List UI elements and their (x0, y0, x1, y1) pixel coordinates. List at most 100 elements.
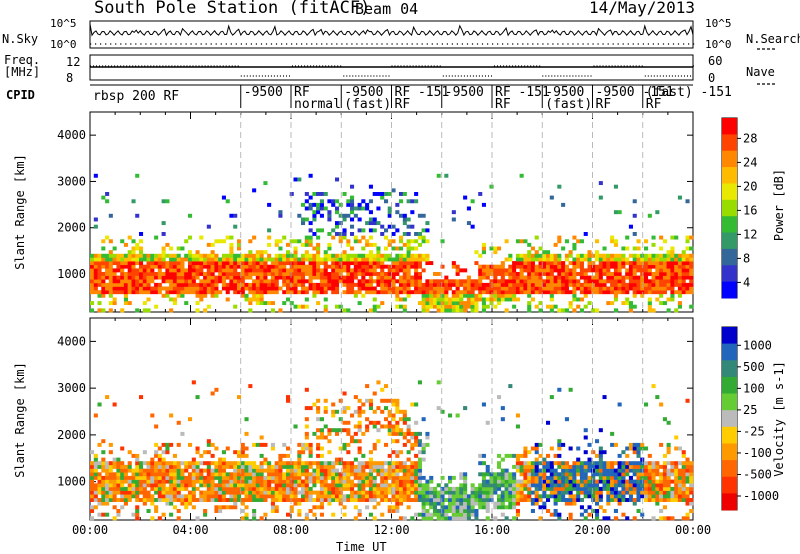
power-cell (481, 304, 486, 309)
power-cell (191, 264, 196, 269)
freq-unit-label: [MHz] (4, 65, 41, 79)
power-cell (105, 257, 110, 262)
velocity-cell (240, 516, 245, 521)
power-cell (142, 272, 147, 276)
velocity-cell (244, 479, 249, 484)
power-cell (579, 268, 584, 273)
velocity-cell (353, 395, 358, 400)
date-label: 14/May/2013 (589, 0, 695, 17)
ytick-label: 2000 (57, 428, 86, 442)
velocity-cell (602, 516, 607, 521)
power-cell (406, 239, 411, 244)
power-cell (436, 282, 441, 287)
power-cell (195, 290, 200, 295)
velocity-cell (188, 442, 193, 447)
power-cell (553, 279, 558, 284)
velocity-cell (387, 424, 392, 429)
velocity-cell (489, 479, 494, 484)
velocity-cell (674, 486, 679, 491)
velocity-cell (670, 472, 675, 477)
velocity-cell (252, 509, 257, 513)
velocity-cell (651, 461, 656, 466)
power-cell (327, 199, 332, 204)
power-cell (203, 261, 208, 266)
velocity-cell (587, 486, 592, 491)
velocity-cell (278, 472, 283, 477)
power-cell (278, 213, 283, 218)
velocity-cell (105, 483, 110, 488)
power-cell (127, 286, 132, 291)
power-cell (587, 279, 592, 284)
power-cell (606, 279, 611, 284)
noise-sky-label: N.Sky (2, 32, 39, 46)
velocity-cell (583, 486, 588, 491)
power-cell (384, 192, 389, 196)
power-cell (270, 301, 275, 306)
velocity-cell (421, 483, 426, 488)
velocity-cell (553, 512, 558, 517)
velocity-cell (139, 472, 144, 477)
velocity-cell (297, 512, 302, 517)
power-cell (561, 264, 566, 269)
velocity-cell (606, 472, 611, 477)
power-cell (199, 297, 204, 302)
velocity-cell (651, 490, 656, 495)
velocity-cell (515, 464, 520, 469)
velocity-cell (123, 475, 128, 480)
velocity-cell (651, 479, 656, 484)
power-cell (485, 282, 490, 287)
power-colorbar-tick-label: 20 (743, 179, 757, 193)
power-cell (353, 293, 358, 298)
power-cell (127, 272, 132, 276)
power-cell (557, 261, 562, 266)
velocity-cell (610, 486, 615, 491)
velocity-cell (391, 486, 396, 491)
power-cell (101, 282, 106, 287)
power-cell (323, 286, 328, 291)
power-cell (387, 206, 392, 211)
power-cell (433, 282, 438, 287)
velocity-cell (425, 483, 430, 488)
power-cell (493, 282, 498, 287)
velocity-cell (542, 501, 547, 506)
power-cell (244, 264, 249, 269)
power-cell (508, 253, 513, 258)
velocity-cell (93, 464, 98, 469)
velocity-cell (274, 505, 279, 510)
power-cell (286, 242, 291, 247)
velocity-cell (523, 475, 528, 480)
velocity-cell (90, 516, 95, 521)
velocity-cell (252, 494, 257, 499)
power-cell (255, 275, 260, 280)
power-cell (203, 282, 208, 287)
power-cell (606, 272, 611, 276)
velocity-cell (184, 475, 189, 480)
velocity-cell (90, 498, 95, 502)
velocity-cell (172, 505, 177, 510)
velocity-cell (485, 516, 490, 521)
ytick-label: 3000 (57, 381, 86, 395)
velocity-cell (368, 475, 373, 480)
power-cell (429, 301, 434, 306)
power-cell (368, 250, 373, 255)
power-cell (485, 272, 490, 276)
power-cell (519, 282, 524, 287)
velocity-cell (606, 475, 611, 480)
velocity-cell (267, 475, 272, 480)
velocity-cell (602, 468, 607, 473)
velocity-cell (523, 446, 528, 451)
power-cell (651, 264, 656, 269)
velocity-cell (319, 428, 324, 433)
power-cell (278, 286, 283, 291)
velocity-cell (350, 498, 355, 502)
power-cell (259, 293, 264, 298)
velocity-cell (384, 498, 389, 502)
power-cell (116, 253, 121, 258)
power-cell (357, 264, 362, 269)
velocity-cell (515, 494, 520, 499)
velocity-cell (572, 494, 577, 499)
power-cell (93, 261, 98, 266)
power-cell (368, 210, 373, 215)
velocity-cell (380, 409, 385, 414)
velocity-cell (312, 461, 317, 466)
